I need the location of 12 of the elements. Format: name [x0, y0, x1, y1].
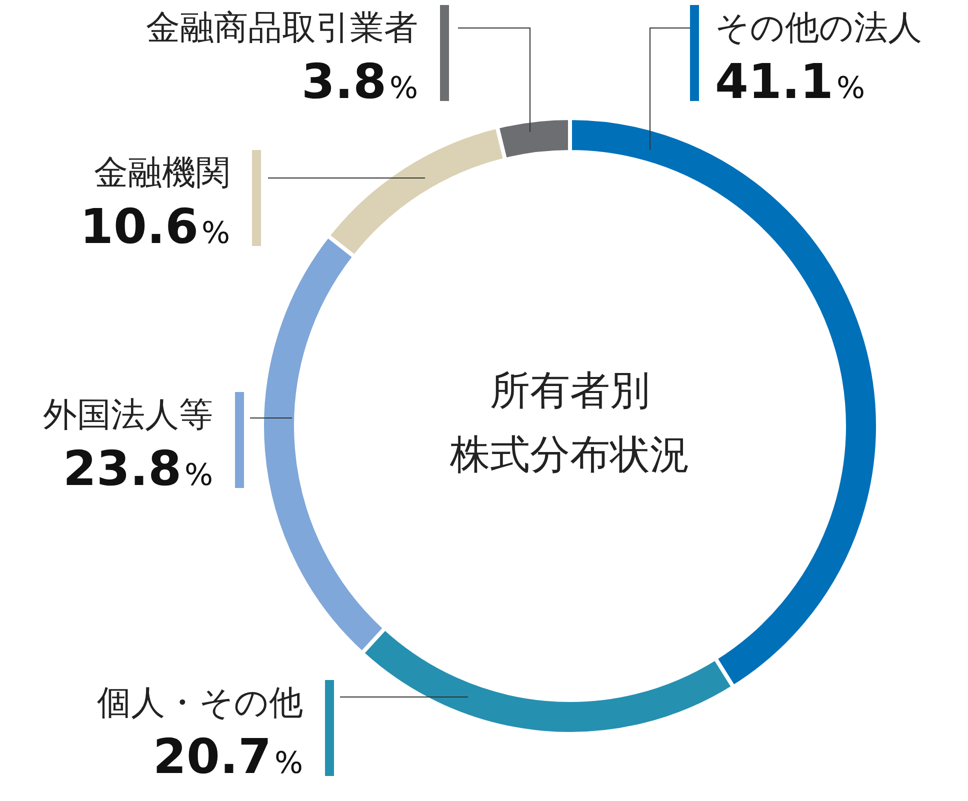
- data-label: 20.7%: [153, 729, 303, 785]
- slice-label: 金融商品取引業者: [146, 8, 418, 48]
- slice-label: その他の法人: [715, 8, 922, 48]
- slice-label: 外国法人等: [43, 395, 213, 435]
- slice-label: 金融機関: [94, 153, 230, 193]
- data-label: 10.6%: [80, 199, 230, 255]
- text: 株式分布状況: [449, 432, 690, 478]
- data-label: 23.8%: [63, 441, 213, 497]
- data-label: 41.1%: [715, 54, 865, 110]
- slice-label: 個人・その他: [97, 683, 303, 723]
- text: 所有者別: [490, 368, 650, 414]
- data-label: 3.8%: [301, 54, 418, 110]
